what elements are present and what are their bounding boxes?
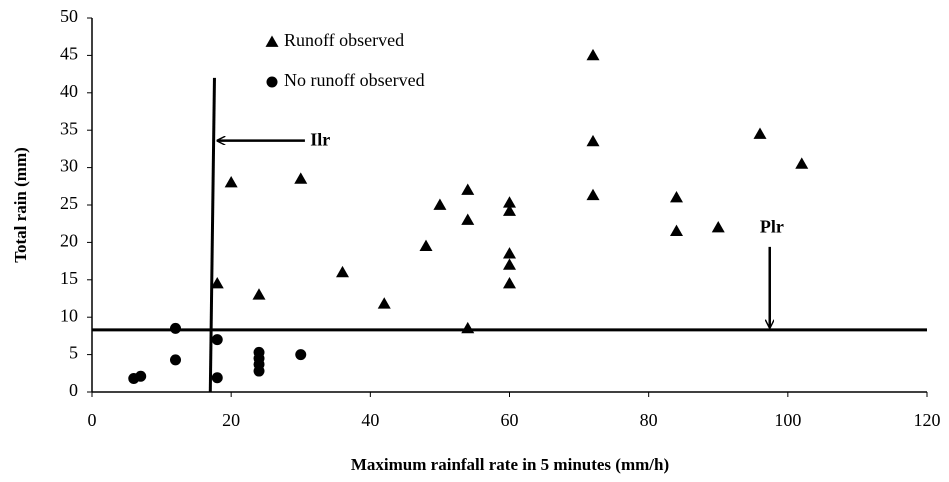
point xyxy=(586,188,600,201)
y-tick-label: 40 xyxy=(60,81,78,101)
point xyxy=(170,322,181,334)
point xyxy=(433,198,447,210)
point xyxy=(586,48,600,61)
point xyxy=(377,297,391,309)
point xyxy=(586,134,600,147)
point xyxy=(253,365,265,377)
y-tick-label: 45 xyxy=(60,44,78,64)
point xyxy=(419,239,433,252)
y-tick-label: 10 xyxy=(60,305,78,325)
legend-label: Runoff observed xyxy=(284,30,404,50)
point xyxy=(503,247,516,259)
y-tick-label: 15 xyxy=(60,268,78,288)
legend-marker xyxy=(266,76,278,88)
y-axis-title: Total rain (mm) xyxy=(11,147,30,263)
x-axis-title: Maximum rainfall rate in 5 minutes (mm/h… xyxy=(351,455,669,474)
annotation-label: Plr xyxy=(760,216,784,236)
point xyxy=(670,191,683,203)
point xyxy=(211,334,223,346)
legend-marker xyxy=(265,35,279,47)
point xyxy=(252,288,266,300)
y-tick-label: 0 xyxy=(69,380,78,400)
point xyxy=(795,157,809,169)
x-tick-label: 60 xyxy=(501,410,519,430)
y-tick-label: 30 xyxy=(60,156,78,176)
point xyxy=(170,354,181,366)
point xyxy=(461,213,475,225)
y-tick-label: 5 xyxy=(69,343,78,363)
point xyxy=(711,220,725,233)
y-tick-label: 50 xyxy=(60,6,78,26)
point xyxy=(211,372,223,384)
point xyxy=(135,370,147,382)
y-tick-label: 20 xyxy=(60,231,78,251)
x-tick-label: 40 xyxy=(361,410,379,430)
x-tick-label: 80 xyxy=(640,410,658,430)
point xyxy=(503,196,516,208)
point xyxy=(503,277,516,289)
annotation-label: Ilr xyxy=(310,130,330,150)
legend-label: No runoff observed xyxy=(284,70,425,90)
point xyxy=(670,224,683,237)
x-tick-label: 0 xyxy=(88,410,97,430)
threshold-line xyxy=(208,77,216,393)
point xyxy=(461,183,475,195)
point xyxy=(503,204,516,216)
x-tick-label: 120 xyxy=(914,410,941,430)
y-tick-label: 25 xyxy=(60,193,78,213)
x-tick-label: 100 xyxy=(774,410,801,430)
point xyxy=(295,349,307,361)
y-tick-label: 35 xyxy=(60,118,78,138)
point xyxy=(503,258,516,270)
point xyxy=(224,176,238,188)
point xyxy=(461,321,475,334)
point xyxy=(336,265,349,278)
x-tick-label: 20 xyxy=(222,410,240,430)
point xyxy=(753,127,767,139)
point xyxy=(210,277,224,289)
point xyxy=(294,172,308,184)
